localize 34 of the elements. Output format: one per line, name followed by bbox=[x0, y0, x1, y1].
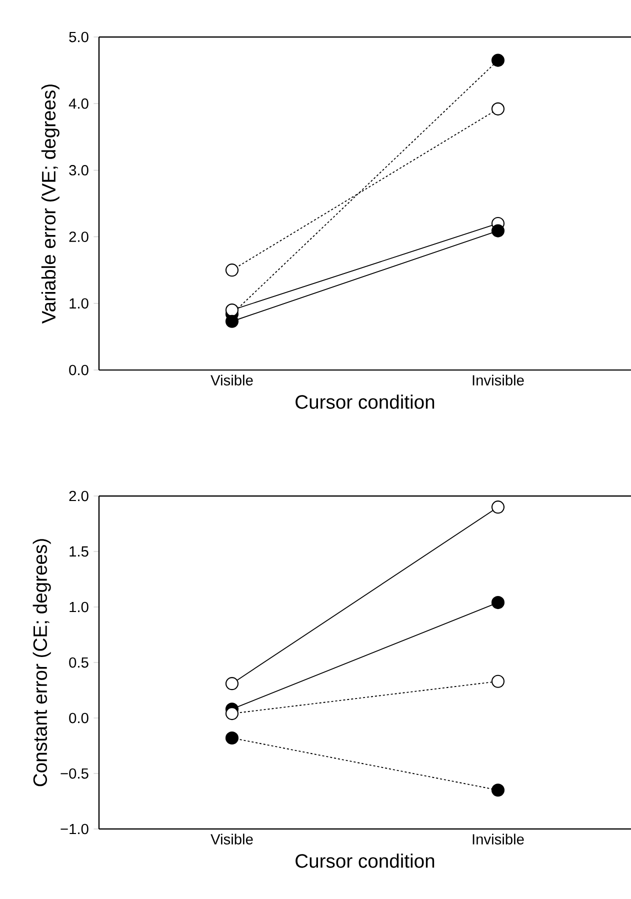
point bbox=[491, 784, 505, 797]
y-tick-label: 0.5 bbox=[69, 657, 88, 668]
x-axis-title: Cursor condition bbox=[296, 394, 434, 409]
y-tick-label: 0.0 bbox=[69, 364, 88, 376]
point bbox=[225, 677, 239, 690]
y-tick-label: −0.5 bbox=[60, 768, 88, 779]
y-tick-label: 1.5 bbox=[70, 546, 88, 557]
y-tick-label: 1.0 bbox=[70, 298, 88, 309]
x-tick-label: Visible bbox=[210, 374, 253, 386]
x-axis-title: Cursor condition bbox=[296, 854, 434, 868]
y-tick-label: 0.0 bbox=[69, 712, 88, 724]
x-tick-label: Visible bbox=[210, 834, 253, 844]
y-tick-label: −1.0 bbox=[60, 824, 88, 834]
y-tick-label: 2.0 bbox=[69, 490, 88, 502]
point bbox=[225, 304, 239, 317]
point bbox=[491, 596, 505, 610]
point bbox=[491, 224, 505, 238]
y-tick-label: 2.0 bbox=[69, 232, 88, 242]
point bbox=[225, 707, 239, 720]
point bbox=[225, 314, 239, 328]
point bbox=[491, 674, 505, 688]
y-axis-title: Variable error (VE; degrees) bbox=[41, 84, 60, 324]
x-tick-label: Invisible bbox=[472, 834, 524, 844]
y-tick-label: 1.0 bbox=[70, 602, 88, 612]
y-tick-label: 3.0 bbox=[69, 165, 88, 176]
point bbox=[491, 102, 505, 116]
point bbox=[491, 500, 505, 514]
x-tick-label: Invisible bbox=[472, 374, 524, 386]
point bbox=[225, 731, 239, 745]
y-tick-label: 5.0 bbox=[69, 32, 88, 42]
point bbox=[225, 264, 239, 277]
point bbox=[491, 54, 505, 67]
y-tick-label: 4.0 bbox=[68, 98, 88, 109]
y-axis-title: Constant error (CE; degrees) bbox=[32, 539, 51, 786]
